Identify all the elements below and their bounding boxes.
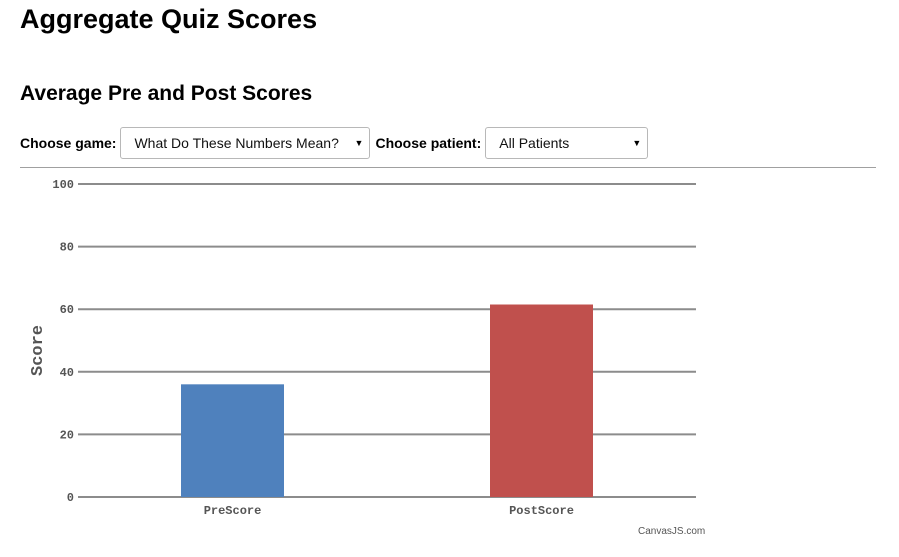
x-tick-label: PostScore [509, 504, 574, 518]
y-tick-label: 20 [60, 428, 74, 442]
game-select-value: What Do These Numbers Mean? [134, 135, 339, 151]
y-tick-label: 60 [60, 303, 74, 317]
bar-postscore[interactable] [490, 304, 593, 497]
section-title: Average Pre and Post Scores [20, 82, 313, 105]
y-tick-label: 100 [52, 178, 74, 192]
game-select[interactable]: What Do These Numbers Mean? ▼ [120, 127, 371, 159]
chart-credit[interactable]: CanvasJS.com [638, 526, 706, 537]
y-tick-label: 40 [60, 366, 74, 380]
y-tick-label: 0 [67, 491, 74, 505]
x-tick-label: PreScore [204, 504, 262, 518]
game-label: Choose game: [20, 135, 117, 151]
patient-select-value: All Patients [499, 135, 570, 151]
y-tick-label: 80 [60, 241, 74, 255]
bar-prescore[interactable] [181, 384, 284, 497]
filter-controls: Choose game: What Do These Numbers Mean?… [20, 126, 653, 160]
dropdown-caret-icon: ▼ [632, 138, 642, 148]
bar-chart: 0 20 40 60 80 100 Score PreScore PostScore [29, 178, 696, 518]
dropdown-caret-icon: ▼ [354, 138, 364, 148]
patient-label: Choose patient: [375, 135, 482, 151]
section-divider [20, 167, 876, 168]
page-title: Aggregate Quiz Scores [20, 4, 318, 34]
patient-select[interactable]: All Patients ▼ [485, 127, 649, 159]
y-axis-title: Score [29, 325, 48, 376]
